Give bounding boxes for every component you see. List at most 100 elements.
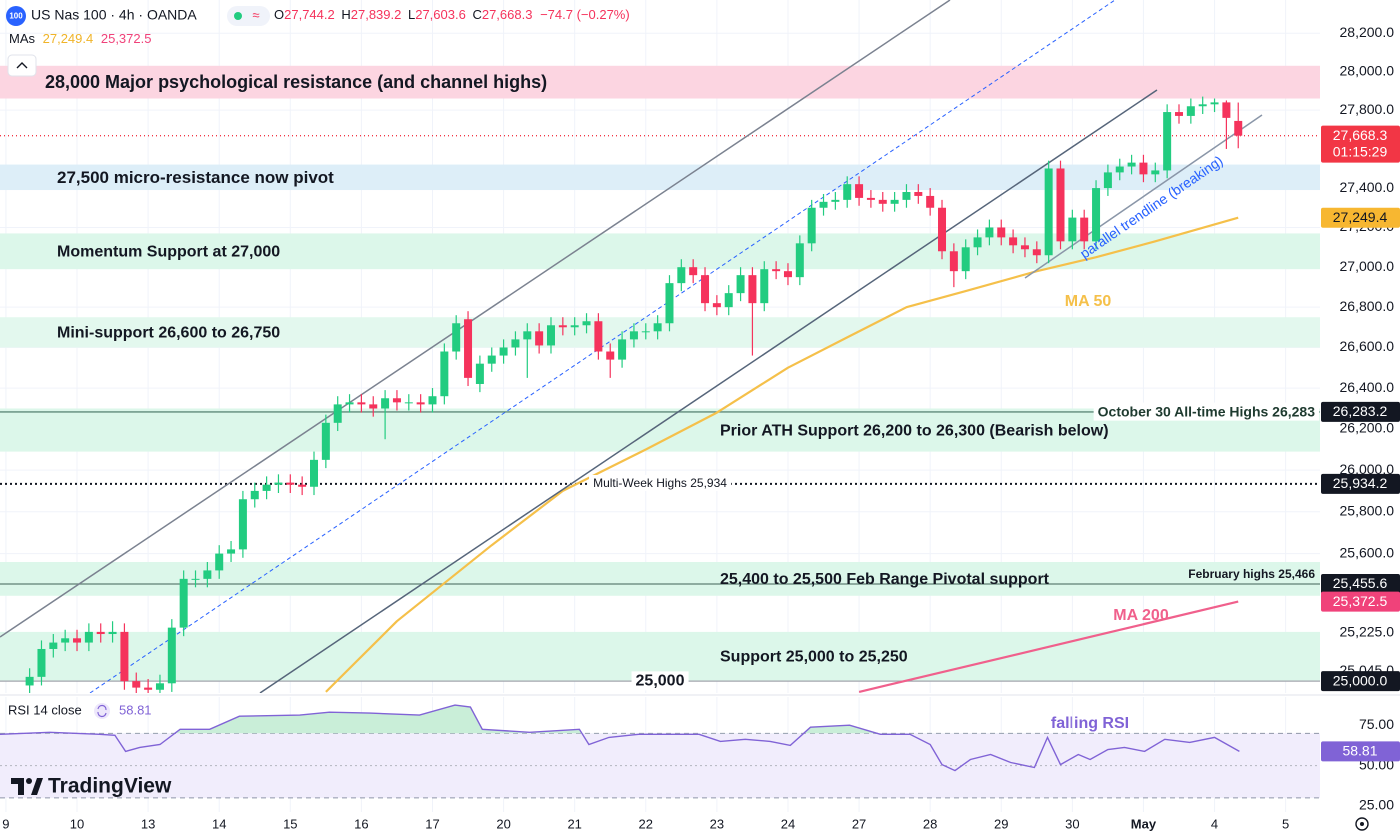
- price-badge: [1321, 473, 1400, 494]
- mas-label: MAs: [9, 31, 36, 46]
- candle-body: [238, 499, 247, 550]
- label-background: [1093, 402, 1320, 421]
- ohlc-value: 27,839.2: [351, 7, 402, 22]
- candle-body: [167, 627, 176, 684]
- candle-body: [345, 402, 354, 405]
- candle-body: [807, 207, 816, 244]
- candle-body: [594, 321, 603, 352]
- settings-icon: [1355, 817, 1369, 831]
- collapse-button[interactable]: [7, 54, 37, 77]
- candle-body: [1092, 188, 1101, 242]
- y-tick-label: 26,000.0: [1340, 461, 1395, 477]
- candle-body: [689, 267, 698, 276]
- candle-body: [108, 631, 117, 635]
- candle-body: [523, 331, 532, 340]
- candle-body: [392, 398, 401, 403]
- candle-body: [203, 570, 212, 579]
- x-tick-label: 10: [70, 816, 84, 831]
- candle-body: [369, 404, 378, 409]
- candle-body: [665, 283, 674, 324]
- candle-body: [795, 243, 804, 278]
- settings-button[interactable]: [1355, 817, 1369, 831]
- header: 100 US Nas 100 · 4h · OANDA ≈ O27,744.2 …: [6, 6, 630, 77]
- y-tick-label: 27,800.0: [1340, 101, 1395, 117]
- y-tick-label: 28,200.0: [1340, 24, 1395, 40]
- zone: [0, 164, 1320, 191]
- candle-body: [558, 325, 567, 328]
- y-tick-label: 25,600.0: [1340, 544, 1395, 560]
- rsi-icon: [94, 703, 110, 719]
- x-tick-label: 21: [567, 816, 581, 831]
- candles: [25, 96, 1243, 693]
- candle-body: [511, 339, 520, 348]
- candle-body: [25, 676, 34, 686]
- candle-body: [262, 484, 271, 491]
- candle-body: [938, 207, 947, 252]
- candle-body: [191, 578, 200, 580]
- y-tick-label: 25,225.0: [1340, 624, 1395, 640]
- status-icon: ≈: [252, 7, 259, 22]
- candle-body: [843, 184, 852, 200]
- y-tick-label: 28,000.0: [1340, 62, 1395, 78]
- candle-body: [250, 490, 259, 500]
- status-pill[interactable]: [227, 6, 270, 26]
- x-tick-label: 16: [354, 816, 368, 831]
- candle-body: [783, 271, 792, 278]
- candle-body: [120, 631, 129, 682]
- zone: [0, 317, 1320, 348]
- candle-body: [49, 642, 58, 649]
- ohlc-key: O: [274, 7, 284, 22]
- candle-body: [890, 199, 899, 204]
- candle-body: [155, 683, 164, 690]
- candle-body: [1020, 245, 1029, 250]
- rsi-annotation: falling RSI: [1051, 715, 1129, 732]
- channel-midline: [89, 0, 1116, 693]
- candle-body: [1032, 249, 1041, 256]
- candle-body: [914, 192, 923, 196]
- symbol-logo: [6, 6, 26, 26]
- rsi-value: 58.81: [119, 702, 152, 717]
- trendline: [1024, 114, 1263, 279]
- candle-body: [227, 549, 236, 554]
- x-tick-label: 5: [1282, 816, 1289, 831]
- rsi-pane: [0, 697, 1320, 812]
- ohlc-value: 27,668.3: [482, 7, 533, 22]
- x-tick-label: 13: [141, 816, 155, 831]
- ohlc-key: H: [341, 7, 350, 22]
- candle-body: [84, 631, 93, 643]
- rsi-legend: RSI 14 close 58.81: [8, 702, 152, 719]
- x-tick-label: May: [1131, 816, 1157, 831]
- price-badge-label: 27,249.4: [1333, 209, 1388, 225]
- candle-body: [499, 347, 508, 356]
- x-tick-label: 4: [1211, 816, 1218, 831]
- price-badge: [1321, 401, 1400, 422]
- zone-label: Prior ATH Support 26,200 to 26,300 (Bear…: [720, 422, 1109, 439]
- candle-body: [333, 404, 342, 423]
- rsi-icon-glyph: [97, 704, 107, 718]
- candle-body: [321, 422, 330, 460]
- candle-body: [475, 363, 484, 384]
- symbol-title[interactable]: US Nas 100 · 4h · OANDA: [31, 7, 197, 23]
- brand: TradingView: [11, 775, 172, 798]
- zone-label: 28,000 Major psychological resistance (a…: [45, 72, 547, 92]
- candle-body: [1234, 120, 1243, 136]
- ma-label: MA 50: [1065, 293, 1112, 310]
- candle-body: [748, 275, 757, 304]
- label-background: [589, 474, 732, 491]
- candle-body: [428, 396, 437, 405]
- ma-line: [325, 216, 1239, 693]
- ohlc-value: 27,603.6: [415, 7, 466, 22]
- candle-body: [416, 402, 425, 405]
- candle-body: [464, 319, 473, 378]
- candle-body: [606, 351, 615, 360]
- candle-body: [179, 578, 188, 628]
- candle-body: [973, 237, 982, 248]
- settings-icon: [1360, 822, 1364, 826]
- ma-label: MA 200: [1113, 607, 1169, 624]
- candle-body: [1009, 237, 1018, 246]
- x-tick-label: 29: [994, 816, 1008, 831]
- candle-body: [866, 197, 875, 200]
- level-label: October 30 All-time Highs 26,283: [1098, 404, 1316, 420]
- label-background: [631, 671, 689, 691]
- candle-body: [831, 199, 840, 202]
